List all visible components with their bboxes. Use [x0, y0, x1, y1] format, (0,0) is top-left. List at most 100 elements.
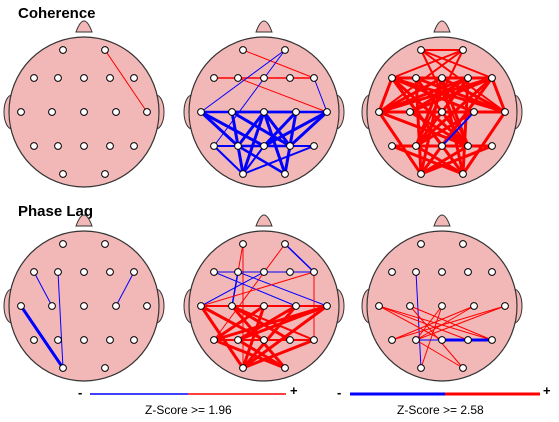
- electrode-T3: [197, 302, 205, 310]
- connection-Cz-P3: [415, 305, 443, 341]
- electrode-Fp1: [239, 46, 247, 54]
- electrode-F8: [130, 74, 138, 82]
- electrode-T4: [501, 302, 509, 310]
- connection-T4-T5: [391, 305, 506, 341]
- electrode-F3: [54, 268, 62, 276]
- nose: [75, 20, 93, 33]
- electrode-T5: [388, 336, 396, 344]
- electrode-Fp2: [459, 46, 467, 54]
- connection-T3-P4: [378, 305, 469, 341]
- electrode-F4: [106, 268, 114, 276]
- electrode-C4: [112, 108, 120, 116]
- connection-F8-T3: [377, 76, 494, 114]
- electrode-Fp2: [281, 240, 289, 248]
- electrode-Pz: [260, 142, 268, 150]
- electrode-T4: [143, 302, 151, 310]
- electrode-O1: [417, 170, 425, 178]
- electrode-O1: [239, 364, 247, 372]
- electrode-F3: [234, 268, 242, 276]
- electrode-Fp1: [417, 46, 425, 54]
- connection-Cz-P3: [236, 110, 266, 148]
- electrode-P4: [106, 336, 114, 344]
- electrode-C3: [228, 302, 236, 310]
- electrode-C4: [470, 108, 478, 116]
- connection-F7-T3: [377, 76, 394, 114]
- electrode-Fz: [80, 268, 88, 276]
- electrode-T6: [310, 336, 318, 344]
- connection-O1-T6: [242, 145, 315, 175]
- connection-P3-O2: [236, 338, 287, 370]
- connection-Fz-T3: [200, 271, 265, 307]
- connection-T5-O2: [212, 338, 287, 370]
- connection-Fp2-T3: [200, 49, 286, 113]
- legend-258-plus: +: [543, 383, 551, 398]
- connection-F3-O1: [57, 271, 64, 369]
- electrode-C4: [292, 108, 300, 116]
- connection-Fp1-T4: [420, 49, 506, 113]
- electrode-F7: [210, 268, 218, 276]
- section-title-coherence: Coherence: [18, 5, 96, 22]
- electrode-C4: [470, 302, 478, 310]
- electrode-T6: [310, 142, 318, 150]
- electrode-F3: [234, 74, 242, 82]
- connection-F8-C3: [408, 76, 494, 114]
- head-map-phase-2: [183, 214, 345, 382]
- electrode-C3: [406, 302, 414, 310]
- electrode-F3: [54, 74, 62, 82]
- connection-Cz-P4: [262, 110, 292, 148]
- electrode-F8: [130, 268, 138, 276]
- connection-Fp2-T4: [104, 49, 148, 113]
- electrode-T6: [488, 142, 496, 150]
- electrode-F8: [488, 74, 496, 82]
- nose: [433, 214, 451, 227]
- connection-Fz-T3: [377, 76, 444, 114]
- head-map-phase-3: [361, 214, 523, 382]
- electrode-F8: [310, 74, 318, 82]
- electrode-T6: [488, 336, 496, 344]
- electrode-P4: [106, 142, 114, 150]
- electrode-Pz: [438, 336, 446, 344]
- electrode-F7: [388, 268, 396, 276]
- electrode-P4: [464, 142, 472, 150]
- connection-T4-P4: [288, 110, 329, 148]
- connection-F3-O1: [415, 271, 422, 369]
- electrode-Fz: [80, 74, 88, 82]
- electrode-C3: [48, 302, 56, 310]
- electrode-Fp2: [101, 240, 109, 248]
- connection-T4-Pz: [262, 110, 329, 148]
- connection-T4-P3: [236, 304, 329, 342]
- electrode-C4: [112, 302, 120, 310]
- connection-C3-O2: [409, 305, 464, 369]
- head-map-coh-3: [361, 20, 523, 188]
- nose: [75, 214, 93, 227]
- electrode-Pz: [80, 336, 88, 344]
- electrode-Fp1: [59, 46, 67, 54]
- legend-196-minus: -: [78, 385, 83, 400]
- connection-P3-O2: [236, 144, 287, 176]
- electrode-O2: [101, 364, 109, 372]
- connection-C3-T6: [409, 305, 493, 341]
- electrode-Cz: [80, 108, 88, 116]
- electrode-O2: [459, 170, 467, 178]
- connection-Fp2-F8: [284, 243, 315, 273]
- connection-C3-T6: [231, 305, 315, 341]
- head-map-phase-1: [3, 214, 165, 382]
- connection-F7-C3: [33, 271, 53, 307]
- electrode-P4: [286, 336, 294, 344]
- electrode-T3: [197, 108, 205, 116]
- electrode-F3: [412, 268, 420, 276]
- connection-Fp2-P3: [415, 49, 464, 147]
- connection-Cz-O1: [241, 110, 266, 176]
- electrode-F4: [464, 268, 472, 276]
- connection-Cz-O1: [241, 304, 266, 370]
- connection-T3-O1: [19, 304, 65, 370]
- electrode-C3: [406, 108, 414, 116]
- electrode-O2: [281, 170, 289, 178]
- nose: [255, 20, 273, 33]
- electrode-T4: [323, 108, 331, 116]
- electrode-Pz: [80, 142, 88, 150]
- electrode-F7: [30, 268, 38, 276]
- electrode-C4: [292, 302, 300, 310]
- connection-F8-T4: [313, 77, 328, 113]
- electrode-Cz: [438, 108, 446, 116]
